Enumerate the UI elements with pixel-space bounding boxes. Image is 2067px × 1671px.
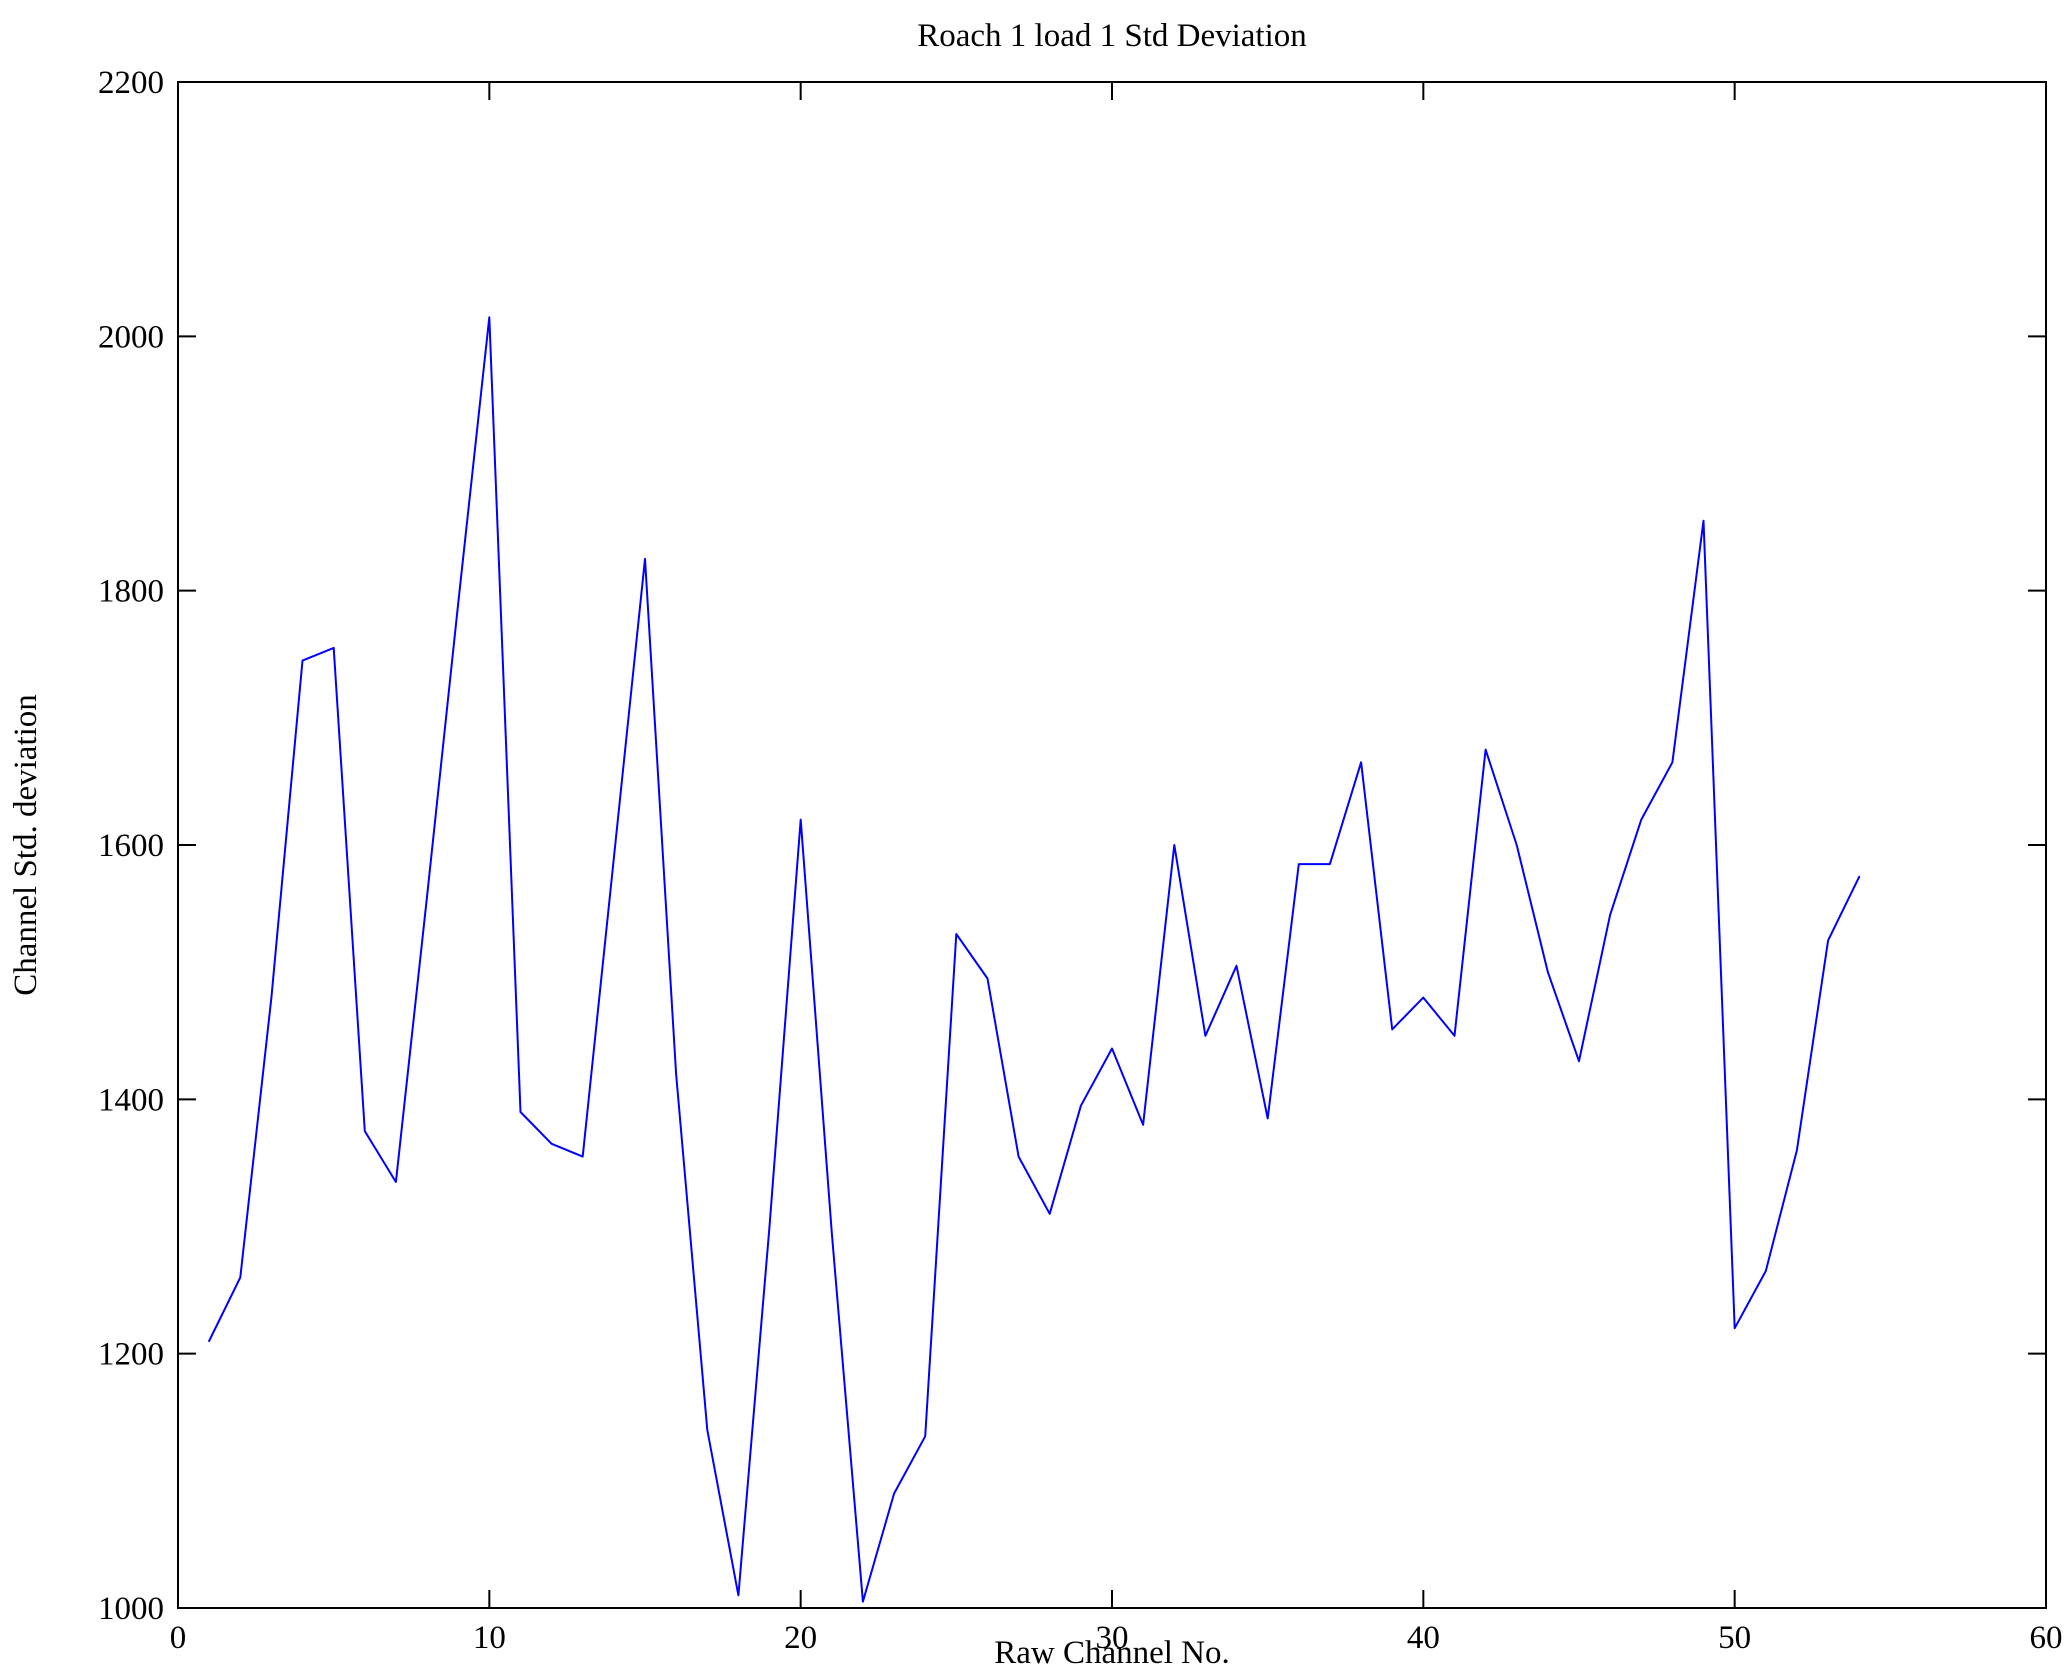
x-tick-label: 10 xyxy=(473,1620,506,1656)
y-tick-label: 1600 xyxy=(98,828,164,864)
y-tick-label: 1200 xyxy=(98,1337,164,1373)
x-axis-label: Raw Channel No. xyxy=(994,1635,1230,1671)
x-tick-label: 40 xyxy=(1407,1620,1440,1656)
x-tick-label: 50 xyxy=(1718,1620,1751,1656)
x-tick-label: 60 xyxy=(2030,1620,2063,1656)
y-tick-label: 1800 xyxy=(98,574,164,610)
data-line xyxy=(208,316,1861,1603)
y-tick-label: 1000 xyxy=(98,1591,164,1627)
chart-title: Roach 1 load 1 Std Deviation xyxy=(917,18,1307,54)
y-axis-label: Channel Std. deviation xyxy=(8,694,44,996)
x-tick-label: 20 xyxy=(784,1620,817,1656)
x-tick-label: 30 xyxy=(1096,1620,1129,1656)
x-tick-label: 0 xyxy=(170,1620,187,1656)
y-tick-label: 1400 xyxy=(98,1082,164,1118)
plot-frame xyxy=(177,81,2047,1609)
y-tick-label: 2000 xyxy=(98,319,164,355)
y-tick-label: 2200 xyxy=(98,65,164,101)
